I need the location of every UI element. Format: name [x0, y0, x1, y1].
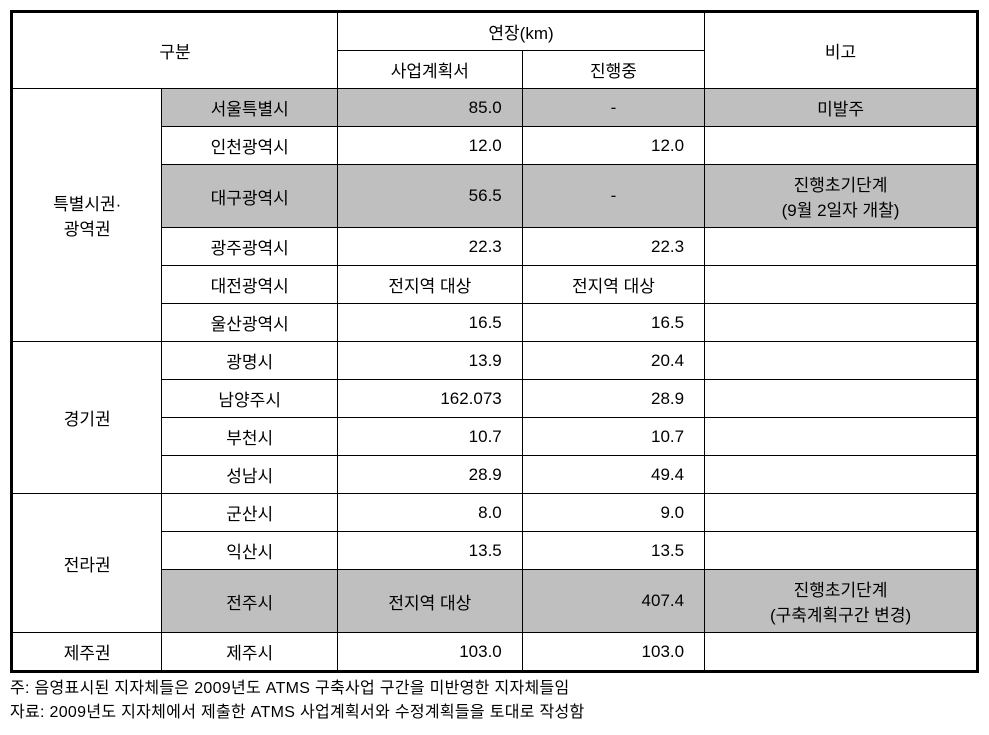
note-cell [705, 456, 978, 494]
plan-cell: 28.9 [337, 456, 522, 494]
data-table: 구분 연장(km) 비고 사업계획서 진행중 특별시권·광역권서울특별시85.0… [10, 10, 979, 673]
note-cell [705, 633, 978, 672]
plan-cell: 전지역 대상 [337, 570, 522, 633]
header-category: 구분 [12, 12, 338, 89]
progress-cell: 20.4 [522, 342, 704, 380]
city-cell: 서울특별시 [162, 89, 338, 127]
city-cell: 군산시 [162, 494, 338, 532]
table-row: 경기권광명시13.920.4 [12, 342, 978, 380]
progress-cell: 13.5 [522, 532, 704, 570]
progress-cell: 28.9 [522, 380, 704, 418]
plan-cell: 22.3 [337, 228, 522, 266]
note-cell [705, 342, 978, 380]
header-progress: 진행중 [522, 51, 704, 89]
city-cell: 전주시 [162, 570, 338, 633]
progress-cell: 22.3 [522, 228, 704, 266]
plan-cell: 13.9 [337, 342, 522, 380]
plan-cell: 8.0 [337, 494, 522, 532]
city-cell: 성남시 [162, 456, 338, 494]
city-cell: 광주광역시 [162, 228, 338, 266]
plan-cell: 162.073 [337, 380, 522, 418]
note-cell: 진행초기단계(구축계획구간 변경) [705, 570, 978, 633]
note-cell [705, 304, 978, 342]
progress-cell: 16.5 [522, 304, 704, 342]
note-cell [705, 228, 978, 266]
plan-cell: 전지역 대상 [337, 266, 522, 304]
header-plan: 사업계획서 [337, 51, 522, 89]
plan-cell: 10.7 [337, 418, 522, 456]
header-note: 비고 [705, 12, 978, 89]
region-cell: 전라권 [12, 494, 162, 633]
city-cell: 대구광역시 [162, 165, 338, 228]
progress-cell: 전지역 대상 [522, 266, 704, 304]
header-length: 연장(km) [337, 12, 704, 51]
progress-cell: - [522, 89, 704, 127]
city-cell: 남양주시 [162, 380, 338, 418]
plan-cell: 13.5 [337, 532, 522, 570]
city-cell: 광명시 [162, 342, 338, 380]
plan-cell: 103.0 [337, 633, 522, 672]
table-header: 구분 연장(km) 비고 사업계획서 진행중 [12, 12, 978, 89]
footnote-1: 주: 음영표시된 지자체들은 2009년도 ATMS 구축사업 구간을 미반영한… [10, 677, 979, 701]
note-cell [705, 532, 978, 570]
progress-cell: 407.4 [522, 570, 704, 633]
plan-cell: 16.5 [337, 304, 522, 342]
table-row: 제주권제주시103.0103.0 [12, 633, 978, 672]
table-body: 특별시권·광역권서울특별시85.0-미발주인천광역시12.012.0대구광역시5… [12, 89, 978, 672]
progress-cell: 49.4 [522, 456, 704, 494]
note-cell [705, 380, 978, 418]
note-cell [705, 494, 978, 532]
city-cell: 제주시 [162, 633, 338, 672]
city-cell: 익산시 [162, 532, 338, 570]
region-cell: 경기권 [12, 342, 162, 494]
plan-cell: 12.0 [337, 127, 522, 165]
region-cell: 특별시권·광역권 [12, 89, 162, 342]
plan-cell: 85.0 [337, 89, 522, 127]
progress-cell: - [522, 165, 704, 228]
note-cell [705, 127, 978, 165]
note-cell [705, 266, 978, 304]
note-cell: 진행초기단계(9월 2일자 개찰) [705, 165, 978, 228]
note-cell [705, 418, 978, 456]
plan-cell: 56.5 [337, 165, 522, 228]
table-row: 특별시권·광역권서울특별시85.0-미발주 [12, 89, 978, 127]
city-cell: 울산광역시 [162, 304, 338, 342]
footnote-2: 자료: 2009년도 지자체에서 제출한 ATMS 사업계획서와 수정계획들을 … [10, 701, 979, 725]
progress-cell: 12.0 [522, 127, 704, 165]
table-row: 전라권군산시8.09.0 [12, 494, 978, 532]
city-cell: 인천광역시 [162, 127, 338, 165]
footnotes: 주: 음영표시된 지자체들은 2009년도 ATMS 구축사업 구간을 미반영한… [10, 677, 979, 725]
city-cell: 대전광역시 [162, 266, 338, 304]
region-cell: 제주권 [12, 633, 162, 672]
note-cell: 미발주 [705, 89, 978, 127]
progress-cell: 9.0 [522, 494, 704, 532]
progress-cell: 10.7 [522, 418, 704, 456]
progress-cell: 103.0 [522, 633, 704, 672]
city-cell: 부천시 [162, 418, 338, 456]
